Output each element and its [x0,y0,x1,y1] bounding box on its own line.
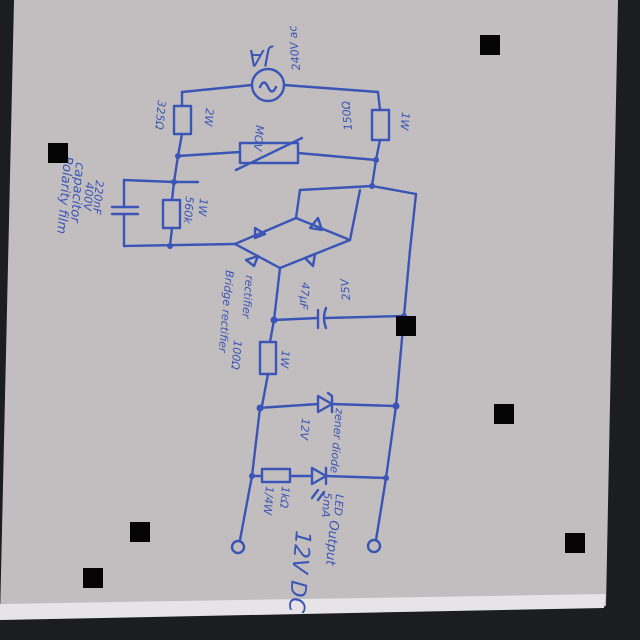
output-terminal-right [366,538,382,554]
label-r-led-value: 1kΩ [277,486,292,509]
output-terminal-left [230,539,246,555]
label-zener-1: zener diode [327,407,346,474]
label-r-mid-left-power: 1W [195,198,210,218]
label-r-led-power: 1/4W [260,486,276,517]
circuit-labels: JA 240V ac 325Ω 2W MOV 150Ω 1W 220nF 400… [53,25,412,614]
label-led-1: LED [331,494,346,517]
label-led-2: 5mA [319,492,334,518]
label-zener-2: 12V [297,418,312,442]
paper-edge-highlight [0,594,606,620]
label-ac-voltage: 240V ac [286,25,303,71]
label-film-note-2: capacitor [67,162,87,225]
label-bridge-2: rectifier [239,275,256,321]
label-r-top-left-power: 2W [201,108,216,128]
electrolytic-cap-plate-2 [322,306,328,330]
label-output-word: Output [322,520,341,567]
registration-markers [48,35,585,588]
label-r-top-left-value: 325Ω [152,100,168,131]
label-cap-right-value: 47µF [297,282,312,311]
paper-sheet [0,0,618,618]
label-cap-left-voltage: 400V [80,182,96,213]
label-cap-right-voltage: 25V [338,277,353,301]
label-r-top-right-power: 1W [397,112,412,132]
label-r-mid-left-value: 560k [181,196,196,225]
circuit-wiring [110,67,418,555]
label-r-top-right-value: 150Ω [339,100,355,131]
label-r-series-power: 1W [277,350,292,370]
label-r-series-value: 100Ω [228,340,244,371]
label-film-note-1: Polarity film [53,156,75,235]
label-ac-source: JA [248,44,274,69]
label-cap-left-value: 220nF [90,180,106,216]
label-mov: MOV [251,125,266,153]
